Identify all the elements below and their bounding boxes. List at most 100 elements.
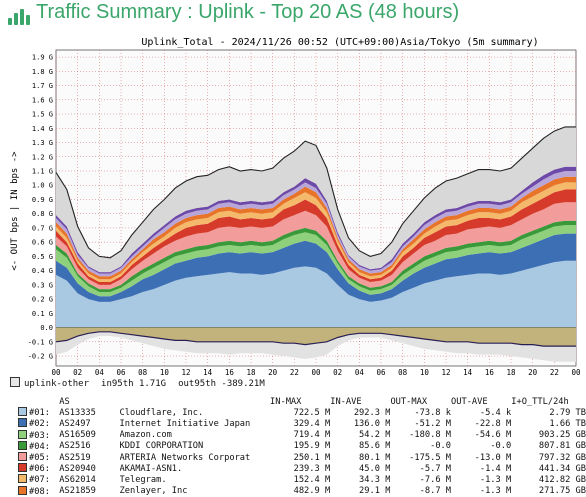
- series-area-5: [56, 202, 576, 290]
- x-tick-label: 06: [116, 368, 126, 376]
- x-tick-label: 08: [138, 368, 148, 376]
- y-tick-label: -0.1 G: [28, 338, 53, 346]
- cell-in-ave: 136.0 M: [353, 418, 391, 429]
- y-tick-label: 0.2 G: [32, 296, 53, 304]
- cell-out-max: -175.5 M: [409, 452, 452, 463]
- y-tick-label: 0.9 G: [32, 196, 53, 204]
- x-tick-label: 08: [398, 368, 408, 376]
- x-tick-label: 16: [225, 368, 235, 376]
- rank-label: #06:: [29, 464, 50, 475]
- cell-name: Internet Initiative Japan: [119, 418, 251, 429]
- cell-out-ave: -5.4 k: [479, 407, 512, 418]
- table-header-row: AS IN-MAX IN-AVE OUT-MAX OUT-AVE I+O_TTL…: [18, 397, 586, 407]
- cell-name: Amazon.com: [119, 430, 172, 441]
- legend-swatch: [18, 418, 27, 428]
- cell-name: Zenlayer, Inc: [119, 486, 188, 497]
- cell-out-ave: -0.0: [490, 441, 512, 452]
- cell-in-ave: 85.6 M: [359, 441, 391, 452]
- legend-swatch: [18, 452, 27, 462]
- series-area-8: [56, 176, 576, 280]
- cell-out-ave: -1.3 M: [479, 474, 512, 485]
- out-total-line: [55, 331, 576, 347]
- cell-name: ARTERIA Networks Corporat: [119, 452, 251, 463]
- cell-out-max: -7.6 M: [419, 474, 452, 485]
- cell-out-ave: -1.3 M: [479, 486, 512, 497]
- legend-swatch: [10, 377, 20, 387]
- x-tick-label: 00: [51, 368, 61, 376]
- x-tick-label: 20: [528, 368, 538, 376]
- col-in-ave: IN-AVE: [330, 397, 362, 407]
- cell-as: AS2497: [59, 418, 91, 429]
- col-ttl: I+O_TTL/24h: [511, 397, 569, 407]
- table-row: #03: AS16509 Amazon.com 719.4 M 54.2 M -180.8…: [18, 429, 586, 441]
- legend-swatch: [18, 474, 27, 484]
- legend-swatch: [18, 429, 27, 439]
- x-tick-label: 00: [571, 368, 581, 376]
- x-tick-label: 12: [181, 368, 190, 376]
- chart-title: Uplink_Total - 2024/11/26 00:52 (UTC+09:…: [141, 37, 538, 48]
- y-tick-label: 0.7 G: [32, 224, 53, 232]
- y-tick-label: 0.8 G: [32, 210, 53, 218]
- y-tick-label: 1.8 G: [32, 68, 53, 76]
- cell-ttl: 2.79 TB: [549, 407, 586, 418]
- x-tick-label: 18: [246, 368, 256, 376]
- cell-ttl: 412.82 GB: [538, 474, 586, 485]
- cell-ttl: 807.81 GB: [538, 441, 586, 452]
- table-row: #06: AS20940 AKAMAI-ASN1. 239.3 M 45.0 M -5.7…: [18, 463, 586, 474]
- col-out-max: OUT-MAX: [390, 397, 428, 407]
- page-header: Traffic Summary : Uplink - Top 20 AS (48…: [0, 0, 586, 28]
- legend-swatch: [18, 407, 27, 417]
- series-area-10: [56, 166, 576, 274]
- cell-in-max: 722.5 M: [293, 407, 331, 418]
- cell-name: Telegram.: [119, 474, 167, 485]
- cell-in-max: 250.1 M: [293, 452, 331, 463]
- cell-in-ave: 54.2 M: [359, 430, 391, 441]
- y-tick-label: 0.6 G: [32, 239, 53, 247]
- series-area-6: [56, 189, 576, 285]
- out-series: [55, 327, 576, 362]
- y-ticks: 1.9 G 1.8 G 1.7 G 1.6 G 1.5 G 1.4 G 1.3 G 1.2 G…: [28, 54, 53, 361]
- x-ticks: 00 02 04 06 08 10 12 14 16 18 20 22 00 02 04 06 08 10 12 14…: [51, 368, 581, 376]
- cell-name: AKAMAI-ASN1.: [119, 463, 183, 474]
- x-tick-label: 10: [160, 368, 170, 376]
- rank-label: #07:: [29, 475, 50, 486]
- cell-as: AS2516: [59, 441, 91, 452]
- rank-label: #08:: [29, 486, 50, 497]
- x-tick-label: 22: [550, 368, 559, 376]
- y-tick-label: 1.4 G: [32, 125, 53, 133]
- cell-out-ave: -22.8 M: [474, 418, 512, 429]
- rank-label: #02:: [29, 419, 50, 430]
- col-rank: [18, 397, 59, 407]
- cell-as: AS13335: [59, 407, 96, 418]
- x-tick-label: 14: [203, 368, 213, 376]
- y-tick-label: 0.1 G: [32, 310, 53, 318]
- table-row: #04: AS2516 KDDI CORPORATION 195.9 M 85.6 M -…: [18, 440, 586, 452]
- x-tick-label: 10: [420, 368, 430, 376]
- cell-as: AS20940: [59, 463, 96, 474]
- series-area-3: [56, 225, 576, 297]
- cell-in-ave: 292.3 M: [353, 407, 391, 418]
- rank-label: #01:: [29, 408, 50, 419]
- uplink-other-out95: out95th -389.21M: [178, 379, 265, 389]
- cell-as: AS62014: [59, 474, 96, 485]
- cell-rank: #02:: [18, 418, 59, 429]
- cell-out-max: -8.7 M: [419, 486, 452, 497]
- series-area-2: [56, 233, 576, 302]
- cell-in-ave: 45.0 M: [359, 463, 391, 474]
- rank-label: #03:: [29, 430, 50, 441]
- cell-in-max: 719.4 M: [293, 430, 331, 441]
- cell-in-max: 329.4 M: [293, 418, 331, 429]
- legend-swatch: [18, 440, 27, 450]
- x-tick-label: 02: [333, 368, 342, 376]
- total-line: [55, 126, 576, 259]
- cell-in-ave: 29.1 M: [359, 486, 391, 497]
- traffic-chart: Uplink_Total - 2024/11/26 00:52 (UTC+09:…: [10, 37, 581, 376]
- cell-rank: #04:: [18, 440, 59, 452]
- y-tick-label: 1.2 G: [32, 153, 53, 161]
- cell-in-max: 152.4 M: [293, 474, 331, 485]
- page-title: Traffic Summary : Uplink - Top 20 AS (48…: [36, 1, 460, 23]
- x-tick-label: 22: [290, 368, 299, 376]
- cell-as: AS16509: [59, 430, 96, 441]
- cell-out-max: -0.0: [430, 441, 452, 452]
- cell-rank: #01:: [18, 407, 59, 418]
